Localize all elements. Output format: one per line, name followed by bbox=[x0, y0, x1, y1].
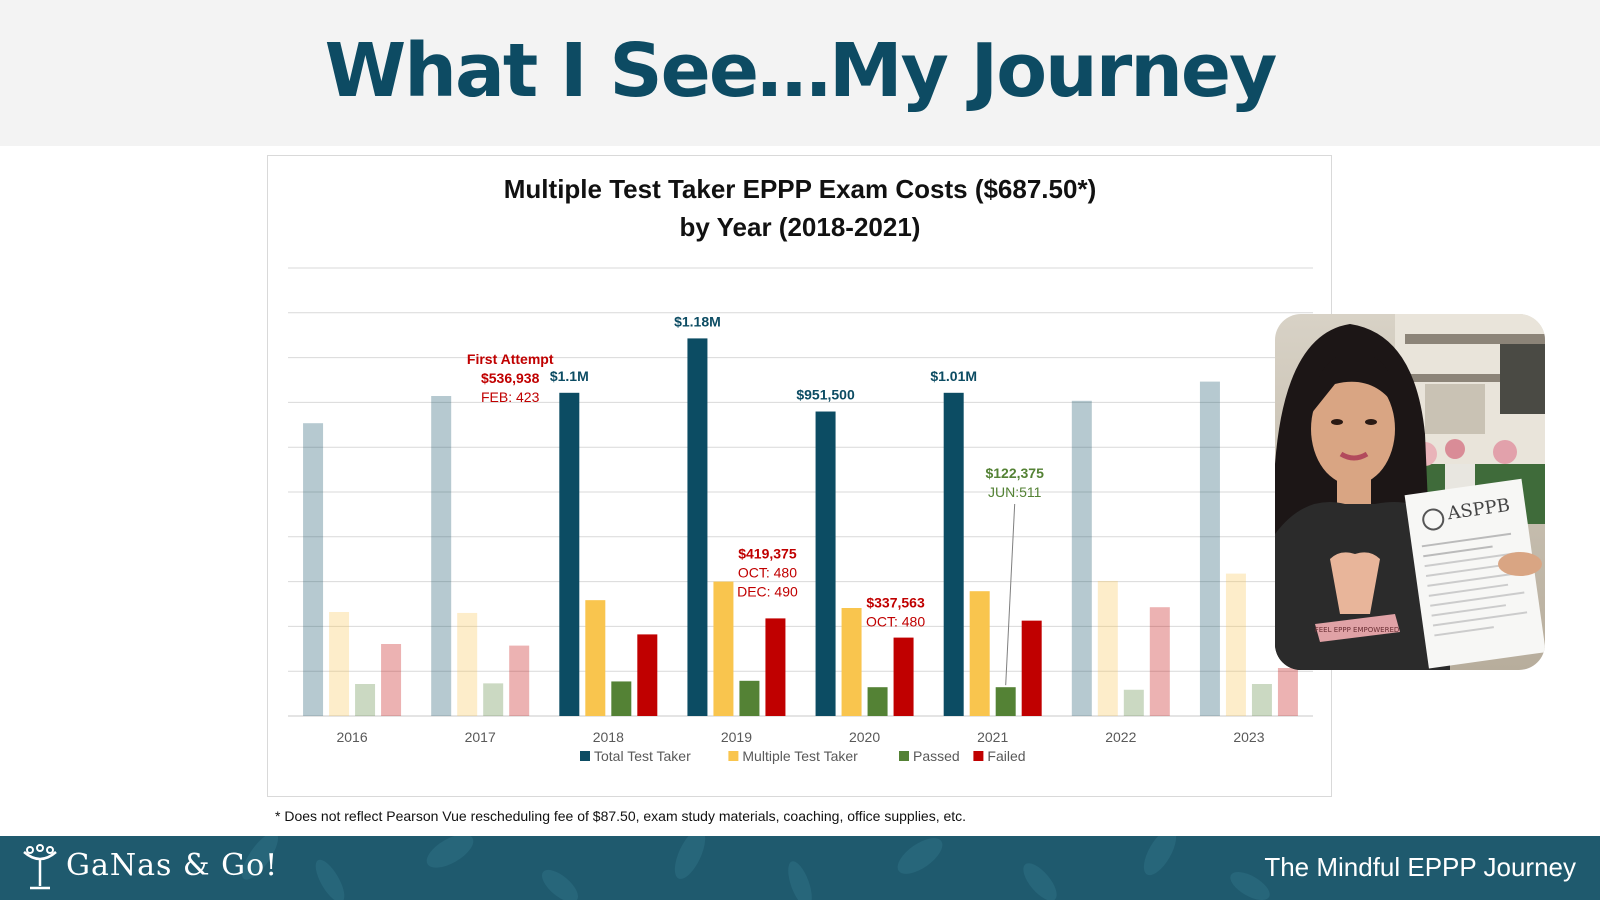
total-value-label: $1.18M bbox=[674, 313, 721, 329]
bar-2017-passed bbox=[483, 683, 504, 716]
cocktail-glass-icon bbox=[23, 844, 57, 890]
bar-2023-passed bbox=[1251, 684, 1272, 716]
total-value-label: $1.01M bbox=[930, 368, 977, 384]
bar-2021-total-test-taker bbox=[943, 392, 964, 716]
bar-2023-total-test-taker bbox=[1199, 381, 1220, 716]
callout-leader-line bbox=[1005, 503, 1016, 686]
x-tick-label: 2018 bbox=[593, 729, 624, 745]
bar-2016-multiple-test-taker bbox=[329, 612, 350, 716]
legend-label: Passed bbox=[913, 748, 960, 764]
x-tick-label: 2017 bbox=[465, 729, 496, 745]
callout-text: OCT: 480 bbox=[738, 564, 797, 580]
bar-2017-multiple-test-taker bbox=[457, 612, 478, 716]
footer-band: GaNas & Go! The Mindful EPPP Journey bbox=[0, 836, 1600, 900]
callout-text: $419,375 bbox=[738, 545, 797, 561]
bar-2018-passed bbox=[611, 681, 632, 716]
chart-title-line1: Multiple Test Taker EPPP Exam Costs ($68… bbox=[504, 174, 1096, 204]
bar-2018-multiple-test-taker bbox=[585, 600, 606, 716]
legend-label: Total Test Taker bbox=[594, 748, 691, 764]
footer-tagline: The Mindful EPPP Journey bbox=[1264, 852, 1576, 882]
bar-2016-failed bbox=[381, 644, 402, 716]
x-tick-label: 2021 bbox=[977, 729, 1008, 745]
bar-2022-total-test-taker bbox=[1071, 400, 1092, 716]
callout-text: FEB: 423 bbox=[481, 389, 540, 405]
bar-2018-failed bbox=[637, 634, 658, 716]
bar-2018-total-test-taker bbox=[559, 392, 580, 716]
shirt-text: FEEL EPPP EMPOWERED bbox=[1315, 626, 1400, 634]
bar-2016-total-test-taker bbox=[303, 423, 324, 716]
callout-text: $122,375 bbox=[985, 465, 1044, 481]
leaf-pattern bbox=[241, 836, 1270, 900]
bar-2017-failed bbox=[509, 645, 530, 716]
x-tick-label: 2022 bbox=[1105, 729, 1136, 745]
bar-2019-total-test-taker bbox=[687, 338, 708, 716]
chart-title-line2: by Year (2018-2021) bbox=[680, 212, 921, 242]
bar-2023-multiple-test-taker bbox=[1225, 573, 1246, 716]
x-tick-label: 2023 bbox=[1233, 729, 1264, 745]
total-value-label: $951,500 bbox=[796, 387, 855, 403]
bar-2016-passed bbox=[355, 684, 376, 716]
x-tick-label: 2020 bbox=[849, 729, 880, 745]
brand-logo-text: GaNas & Go! bbox=[66, 848, 279, 883]
total-value-label: $1.1M bbox=[550, 368, 589, 384]
legend-swatch bbox=[899, 751, 909, 761]
legend-swatch bbox=[728, 751, 739, 761]
bar-2023-failed bbox=[1277, 668, 1298, 716]
callout-text: First Attempt bbox=[467, 351, 554, 367]
bar-2019-multiple-test-taker bbox=[713, 581, 734, 716]
slide-title: What I See…My Journey bbox=[324, 28, 1278, 114]
bar-2017-total-test-taker bbox=[431, 396, 452, 716]
x-tick-label: 2016 bbox=[336, 729, 367, 745]
legend-label: Multiple Test Taker bbox=[742, 748, 858, 764]
legend-swatch bbox=[973, 751, 984, 761]
chart-frame: Multiple Test Taker EPPP Exam Costs ($68… bbox=[267, 155, 1332, 797]
profile-photo: FEEL EPPP EMPOWERED ASPPB bbox=[1275, 314, 1545, 670]
x-tick-label: 2019 bbox=[721, 729, 752, 745]
bar-2020-multiple-test-taker bbox=[841, 608, 862, 716]
bar-2022-passed bbox=[1123, 689, 1144, 716]
legend-label: Failed bbox=[987, 748, 1025, 764]
footnote: * Does not reflect Pearson Vue reschedul… bbox=[275, 808, 967, 824]
header-band bbox=[0, 0, 1600, 146]
callout-text: OCT: 480 bbox=[866, 614, 925, 630]
legend-swatch bbox=[580, 751, 590, 761]
bar-chart: Multiple Test Taker EPPP Exam Costs ($68… bbox=[288, 174, 1313, 764]
callout-text: DEC: 490 bbox=[737, 583, 798, 599]
bar-2020-passed bbox=[867, 687, 888, 716]
person-holding-certificate-image: FEEL EPPP EMPOWERED ASPPB bbox=[1275, 314, 1545, 670]
callout-text: $337,563 bbox=[866, 595, 925, 611]
bar-2019-failed bbox=[765, 618, 786, 716]
bar-2019-passed bbox=[739, 680, 760, 716]
bar-2020-failed bbox=[893, 637, 914, 716]
bar-2021-multiple-test-taker bbox=[969, 591, 990, 716]
callout-text: $536,938 bbox=[481, 370, 540, 386]
callout-text: JUN:511 bbox=[988, 484, 1042, 500]
bar-2022-failed bbox=[1149, 607, 1170, 716]
bar-2020-total-test-taker bbox=[815, 411, 836, 716]
bar-2021-passed bbox=[995, 687, 1016, 716]
bar-2022-multiple-test-taker bbox=[1097, 580, 1118, 716]
bar-2021-failed bbox=[1021, 620, 1042, 716]
